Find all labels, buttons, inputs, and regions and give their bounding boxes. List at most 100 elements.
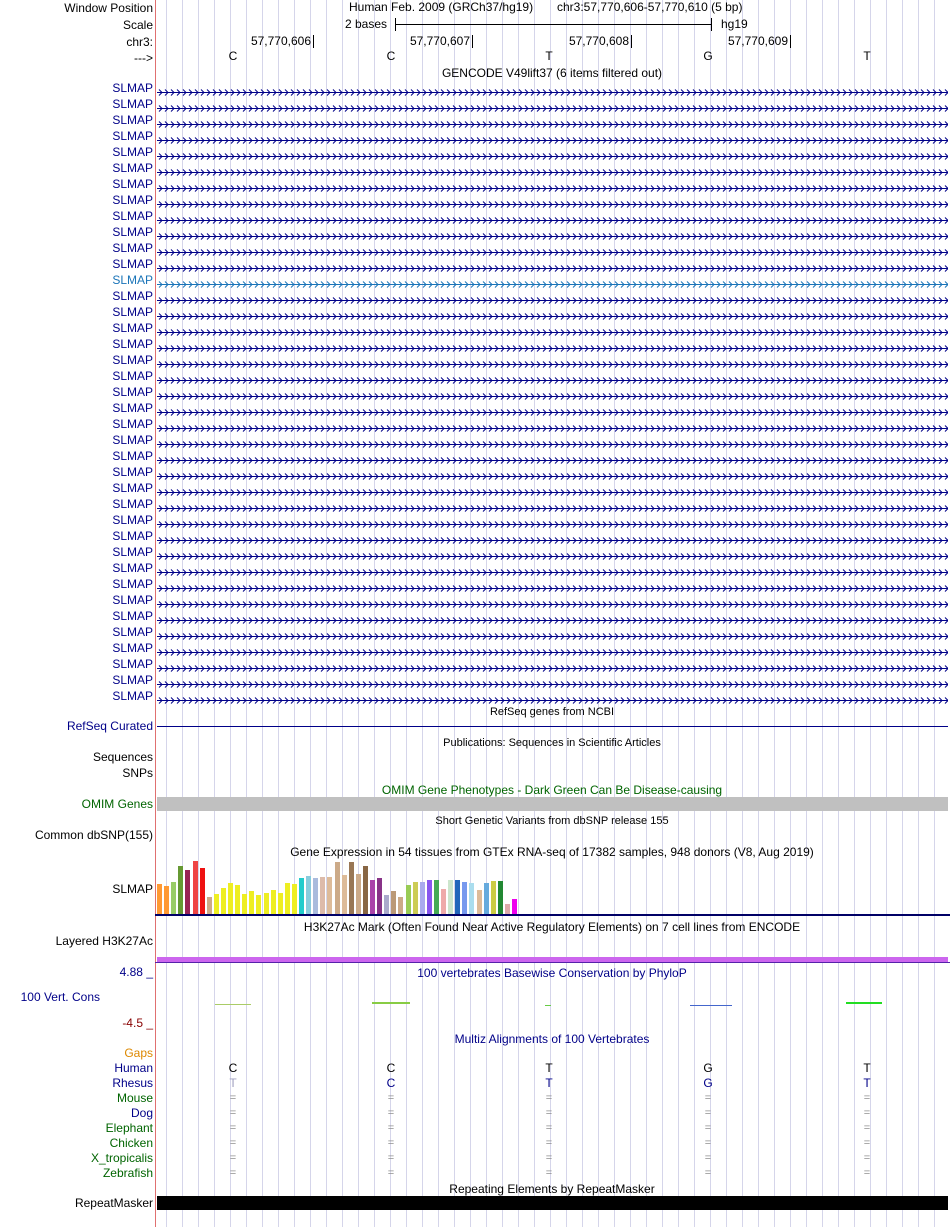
gencode-track-title[interactable]: GENCODE V49lift37 (6 items filtered out)	[441, 66, 663, 80]
gencode-transcript[interactable]	[157, 165, 949, 176]
gencode-transcript-label[interactable]: SLMAP	[112, 81, 153, 95]
gtex-tissue-bar[interactable]	[412, 882, 418, 914]
gencode-transcript[interactable]	[157, 197, 949, 208]
gtex-tissue-bar[interactable]	[469, 883, 475, 914]
gencode-transcript-label[interactable]: SLMAP	[112, 433, 153, 447]
gencode-transcript-label[interactable]: SLMAP	[112, 577, 153, 591]
gtex-tissue-bar[interactable]	[433, 880, 439, 914]
phylop-signal[interactable]	[372, 1002, 410, 1004]
gtex-tissue-bar[interactable]	[228, 883, 233, 914]
gencode-transcript[interactable]	[157, 405, 949, 416]
gencode-transcript[interactable]	[157, 181, 949, 192]
gtex-tissue-bar[interactable]	[157, 884, 162, 914]
gencode-transcript[interactable]	[157, 581, 949, 592]
gtex-tissue-bar[interactable]	[277, 893, 283, 914]
gencode-transcript[interactable]	[157, 261, 949, 272]
gtex-tissue-bar[interactable]	[313, 878, 319, 914]
gencode-transcript-label[interactable]: SLMAP	[112, 529, 153, 543]
refseq-track-title[interactable]: RefSeq genes from NCBI	[489, 706, 615, 718]
gencode-transcript[interactable]	[157, 549, 949, 560]
gtex-tissue-bar[interactable]	[405, 885, 411, 914]
gencode-transcript-label[interactable]: SLMAP	[112, 97, 153, 111]
gtex-track-title[interactable]: Gene Expression in 54 tissues from GTEx …	[290, 845, 814, 859]
species-label[interactable]: Mouse	[116, 1091, 153, 1105]
gencode-transcript-label[interactable]: SLMAP	[112, 257, 153, 271]
gtex-tissue-bar[interactable]	[185, 870, 191, 914]
gencode-transcript-label[interactable]: SLMAP	[112, 513, 153, 527]
gtex-tissue-bar[interactable]	[362, 866, 368, 914]
phylop-signal[interactable]	[215, 1004, 251, 1005]
phylop-signal[interactable]	[846, 1002, 882, 1004]
gencode-transcript[interactable]	[157, 597, 949, 608]
gencode-transcript-label[interactable]: SLMAP	[112, 337, 153, 351]
gencode-transcript-label[interactable]: SLMAP	[112, 609, 153, 623]
gtex-tissue-bar[interactable]	[391, 891, 397, 914]
gencode-transcript[interactable]	[157, 613, 949, 624]
gtex-tissue-bar[interactable]	[327, 877, 333, 914]
publications-track-title[interactable]: Publications: Sequences in Scientific Ar…	[443, 737, 661, 749]
repeatmasker-track-title[interactable]: Repeating Elements by RepeatMasker	[449, 1182, 655, 1196]
gtex-tissue-bar[interactable]	[199, 868, 205, 914]
h3k27ac-track-title[interactable]: H3K27Ac Mark (Often Found Near Active Re…	[303, 920, 801, 934]
gencode-transcript-label[interactable]: SLMAP	[112, 305, 153, 319]
gencode-transcript[interactable]	[157, 293, 949, 304]
gtex-tissue-bar[interactable]	[426, 880, 432, 914]
gencode-transcript[interactable]	[157, 453, 949, 464]
strand-label[interactable]: --->	[134, 51, 153, 65]
gtex-tissue-bar[interactable]	[448, 880, 454, 914]
gencode-transcript-label[interactable]: SLMAP	[112, 225, 153, 239]
gtex-tissue-bar[interactable]	[164, 886, 170, 914]
species-label[interactable]: Elephant	[105, 1121, 153, 1135]
gencode-transcript[interactable]	[157, 661, 949, 672]
gtex-tissue-bar[interactable]	[348, 862, 354, 914]
species-label[interactable]: Dog	[130, 1106, 153, 1120]
gencode-transcript-label[interactable]: SLMAP	[112, 449, 153, 463]
snps-track-label[interactable]: SNPs	[122, 766, 153, 780]
gtex-tissue-bar[interactable]	[284, 883, 290, 914]
gtex-tissue-bar[interactable]	[299, 878, 304, 914]
species-label[interactable]: Chicken	[109, 1136, 153, 1150]
gtex-tissue-bar[interactable]	[419, 882, 425, 914]
gtex-tissue-bar[interactable]	[476, 890, 482, 914]
gencode-transcript[interactable]	[157, 85, 949, 96]
gtex-tissue-bar[interactable]	[384, 895, 390, 914]
gencode-transcript[interactable]	[157, 693, 949, 704]
gencode-transcript[interactable]	[157, 101, 949, 112]
gencode-transcript[interactable]	[157, 517, 949, 528]
gtex-tissue-bar[interactable]	[320, 877, 326, 914]
gtex-tissue-bar[interactable]	[220, 888, 226, 914]
gencode-transcript[interactable]	[157, 565, 949, 576]
gencode-transcript-label[interactable]: SLMAP	[112, 113, 153, 127]
gencode-transcript-label[interactable]: SLMAP	[112, 417, 153, 431]
species-label[interactable]: X_tropicalis	[90, 1151, 153, 1165]
gtex-tissue-bar[interactable]	[270, 890, 276, 914]
gencode-transcript-label[interactable]: SLMAP	[112, 481, 153, 495]
gtex-tissue-bar[interactable]	[441, 889, 446, 914]
gencode-transcript[interactable]	[157, 341, 949, 352]
gencode-transcript[interactable]	[157, 437, 949, 448]
gencode-transcript[interactable]	[157, 629, 949, 640]
gtex-tissue-bar[interactable]	[504, 904, 510, 914]
gtex-tissue-bar[interactable]	[306, 876, 312, 914]
gtex-tissue-bar[interactable]	[249, 891, 255, 914]
gtex-tissue-bar[interactable]	[334, 862, 340, 914]
position-text[interactable]: chr3:57,770,606-57,770,610 (5 bp)	[557, 0, 743, 14]
gencode-transcript-label[interactable]: SLMAP	[112, 353, 153, 367]
gencode-transcript-label[interactable]: SLMAP	[112, 673, 153, 687]
gencode-transcript-label[interactable]: SLMAP	[112, 161, 153, 175]
gencode-transcript[interactable]	[157, 677, 949, 688]
gencode-transcript-label[interactable]: SLMAP	[112, 545, 153, 559]
gencode-transcript-label[interactable]: SLMAP	[112, 241, 153, 255]
gtex-tissue-bar[interactable]	[178, 866, 184, 914]
gencode-transcript[interactable]	[157, 277, 949, 288]
gtex-tissue-bar[interactable]	[171, 882, 177, 914]
gencode-transcript-label[interactable]: SLMAP	[112, 193, 153, 207]
gtex-track-label[interactable]: SLMAP	[112, 882, 153, 896]
h3k27ac-track-label[interactable]: Layered H3K27Ac	[55, 934, 153, 948]
gencode-transcript-label[interactable]: SLMAP	[112, 289, 153, 303]
gtex-tissue-bar[interactable]	[355, 874, 361, 914]
phylop-track-title[interactable]: 100 vertebrates Basewise Conservation by…	[417, 966, 687, 980]
gtex-tissue-bar[interactable]	[341, 875, 347, 914]
gencode-transcript[interactable]	[157, 213, 949, 224]
refseq-gene-line[interactable]	[157, 726, 948, 727]
